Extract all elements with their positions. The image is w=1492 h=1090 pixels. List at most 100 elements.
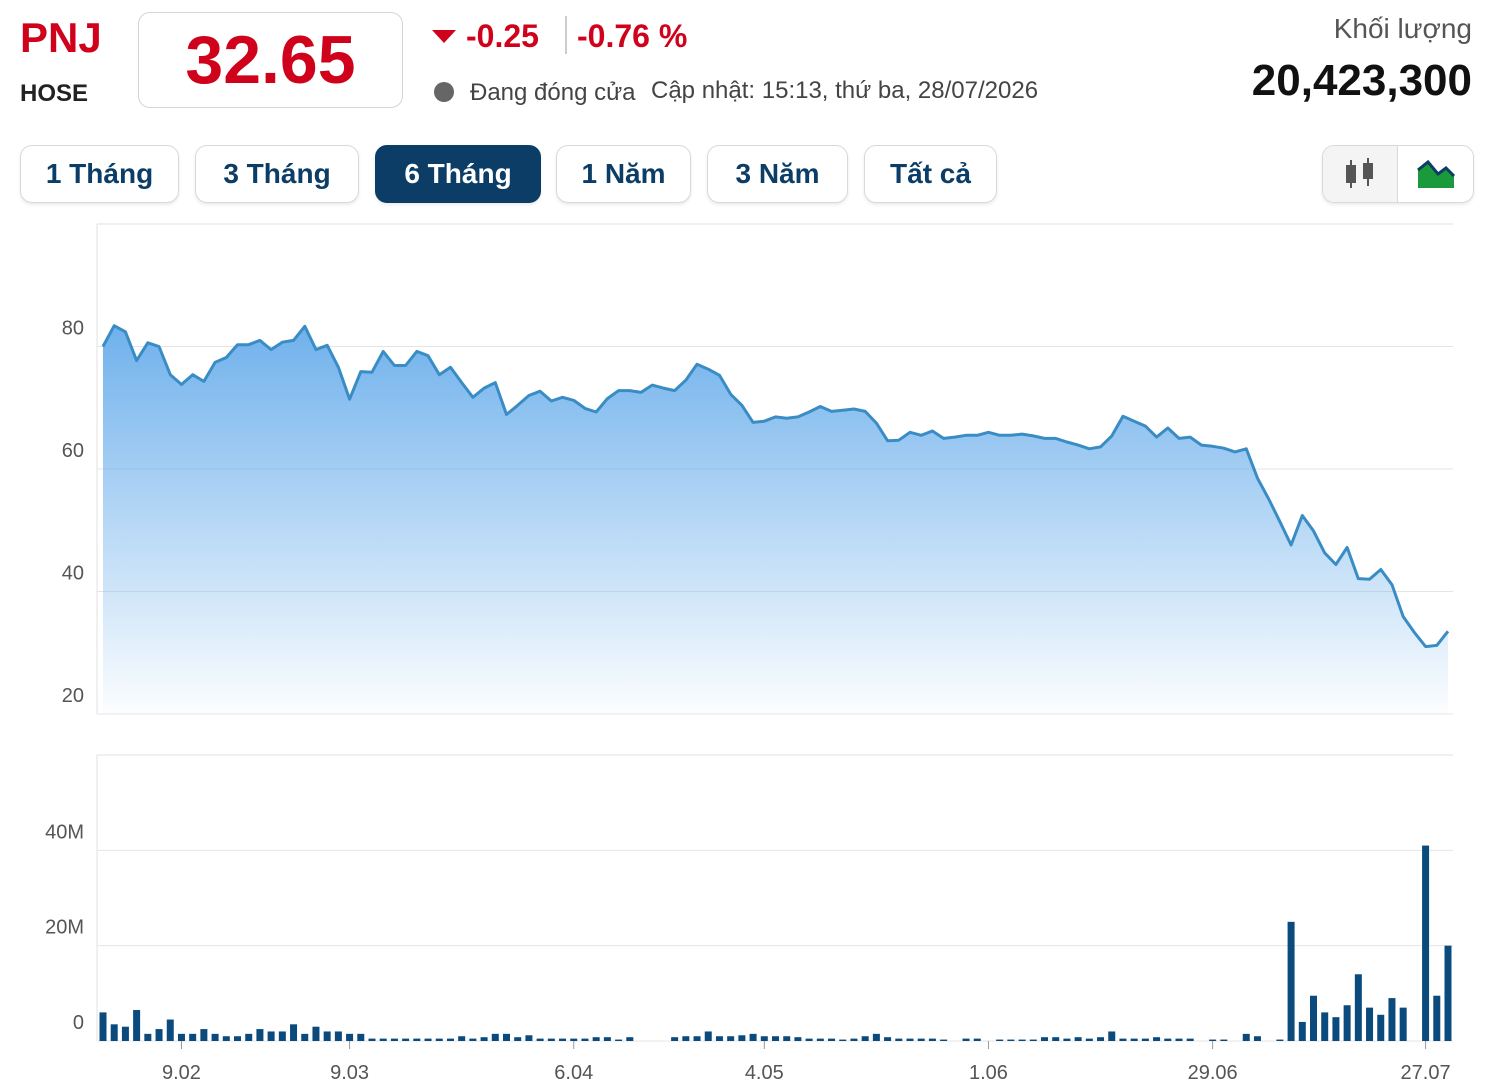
volume-bar (906, 1038, 914, 1041)
volume-bar (1164, 1038, 1172, 1041)
volume-bar (1074, 1037, 1082, 1041)
tab[interactable]: 3 Năm (707, 145, 848, 203)
volume-bar (435, 1038, 443, 1041)
tab-active[interactable]: 6 Tháng (375, 145, 541, 203)
candle-button[interactable] (1323, 146, 1398, 202)
y-tick-label: 40M (45, 821, 84, 843)
volume-bar (693, 1036, 701, 1041)
volume-bar (211, 1033, 219, 1041)
y-tick-label: 0 (73, 1012, 84, 1034)
y-tick-label: 40 (62, 563, 84, 585)
tab[interactable]: 1 Năm (556, 145, 691, 203)
volume-bar (446, 1038, 454, 1041)
volume-bar (234, 1036, 241, 1041)
volume-bar (1097, 1037, 1105, 1041)
volume-bar (962, 1038, 970, 1041)
down-arrow (432, 30, 456, 43)
volume-bar (850, 1038, 858, 1041)
volume-bar (1220, 1039, 1228, 1041)
volume-bar (1119, 1038, 1127, 1041)
ticker: PNJ (20, 14, 102, 61)
volume-bar (1175, 1038, 1183, 1041)
volume-bar (783, 1036, 791, 1041)
volume-bar (884, 1037, 892, 1041)
separator (565, 16, 567, 54)
y-tick-label: 20 (62, 685, 84, 707)
volume-bar (772, 1036, 779, 1041)
volume-bar (760, 1036, 768, 1041)
change-percent: -0.76 % (577, 18, 688, 54)
volume-bar (1253, 1036, 1261, 1041)
volume-bar (581, 1038, 589, 1041)
volume-bar (200, 1029, 208, 1041)
volume-bar (1242, 1033, 1250, 1041)
volume-bar (615, 1039, 623, 1041)
volume-bar (738, 1035, 746, 1041)
volume-bar (1321, 1012, 1329, 1041)
volume-bar (301, 1033, 309, 1041)
area-icon (1417, 159, 1456, 188)
volume-bar (166, 1019, 174, 1041)
volume-bar (1433, 995, 1441, 1041)
y-tick-label: 60 (62, 440, 84, 462)
volume: 20,423,300 (1251, 56, 1472, 105)
volume-bar (1209, 1039, 1217, 1041)
volume-bar (1141, 1038, 1149, 1041)
volume-bar (1388, 998, 1396, 1041)
volume-bar (312, 1026, 320, 1041)
volume-bar (682, 1036, 690, 1041)
volume-bar (424, 1038, 432, 1041)
volume-bar (671, 1037, 679, 1041)
x-tick-label: 6.04 (554, 1062, 593, 1084)
volume-bar (402, 1038, 410, 1041)
volume-bar (1130, 1038, 1138, 1041)
volume-bar (839, 1039, 847, 1041)
volume-bar (469, 1038, 477, 1041)
price-line (101, 324, 1450, 649)
volume-bar (334, 1031, 342, 1041)
volume-bar (1354, 974, 1362, 1041)
volume-bar (704, 1031, 712, 1041)
volume-bar (1029, 1039, 1037, 1041)
volume-bar (1332, 1017, 1340, 1041)
volume-bar (525, 1035, 533, 1041)
volume-bar (144, 1033, 152, 1041)
tab[interactable]: 1 Tháng (20, 145, 179, 203)
volume-bar (346, 1033, 354, 1041)
volume-bar (1186, 1038, 1194, 1041)
volume-bar (794, 1037, 802, 1041)
volume-bar (480, 1037, 488, 1041)
y-tick-label: 20M (45, 917, 84, 939)
volume-bar (547, 1038, 555, 1041)
volume-bar (1377, 1014, 1385, 1041)
volume-bar (368, 1038, 376, 1041)
volume-bar (1444, 945, 1452, 1041)
volume-bar (1276, 1039, 1284, 1041)
volume-bar (1063, 1038, 1071, 1041)
tab[interactable]: 3 Tháng (195, 145, 359, 203)
volume-bar (895, 1038, 903, 1041)
x-tick-label: 1.06 (969, 1062, 1008, 1084)
volume-bar (603, 1037, 611, 1041)
volume-bar (996, 1039, 1004, 1041)
volume-bar (491, 1033, 499, 1041)
volume-bar (379, 1038, 387, 1041)
volume-bar (245, 1033, 253, 1041)
area-button[interactable] (1398, 146, 1473, 202)
volume-bar (133, 1010, 141, 1041)
volume-bar (1041, 1037, 1048, 1041)
volume-bar (727, 1036, 735, 1041)
volume-bar (917, 1038, 925, 1041)
volume-bar (973, 1038, 981, 1041)
volume-bar (99, 1012, 107, 1041)
volume-bar (1287, 921, 1295, 1041)
x-tick-label: 27.07 (1401, 1062, 1451, 1084)
price: 32.65 (138, 12, 403, 108)
volume-bar (1052, 1037, 1060, 1041)
volume-bar (1343, 1005, 1351, 1041)
tab[interactable]: Tất cả (864, 145, 997, 203)
volume-bar (390, 1038, 398, 1041)
volume-bar (458, 1036, 466, 1041)
